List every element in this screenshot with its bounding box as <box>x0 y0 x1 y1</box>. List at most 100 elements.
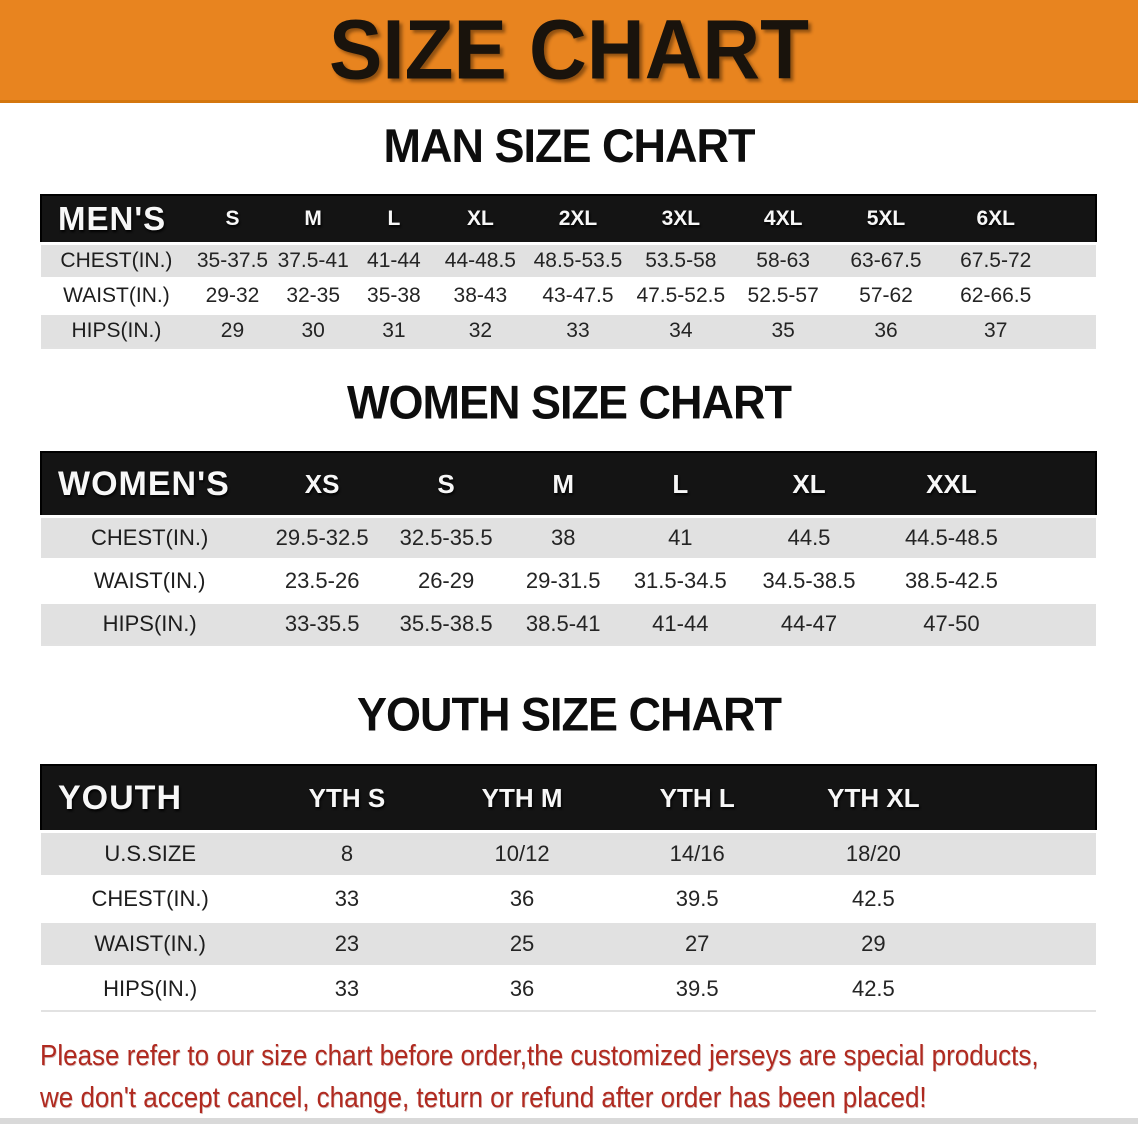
size-section-men-s: MAN SIZE CHART MEN'S S M L XL 2XL 3XL 4XL 5XL 6XL C… <box>0 120 1138 349</box>
row-label-cell: CHEST(IN.) <box>41 876 260 922</box>
bottom-strip <box>0 1118 1138 1124</box>
value-cell: 36 <box>434 876 610 922</box>
value-cell: 25 <box>434 921 610 967</box>
measurement-row-u-s-size: U.S.SIZE 8 10/12 14/16 18/20 <box>41 831 1096 877</box>
size-column-header-l: L <box>620 451 741 518</box>
size-column-header-3xl: 3XL <box>629 194 732 245</box>
spacer-cell <box>961 831 1096 877</box>
notice-line-1: Please refer to our size chart before or… <box>40 1038 1039 1072</box>
value-cell: 47-50 <box>877 602 1026 645</box>
row-label-cell: WAIST(IN.) <box>41 921 260 967</box>
value-cell: 37 <box>937 313 1054 348</box>
size-header-row: MEN'S S M L XL 2XL 3XL 4XL 5XL 6XL <box>40 194 1098 245</box>
row-label-cell: WAIST(IN.) <box>41 278 192 314</box>
spacer-cell <box>1053 278 1096 314</box>
row-label-cell: U.S.SIZE <box>41 831 260 877</box>
value-cell: 52.5-57 <box>731 278 835 314</box>
measurement-row-hips-in: HIPS(IN.) 33-35.5 35.5-38.5 38.5-41 41-44 44-… <box>41 602 1096 645</box>
value-cell: 36 <box>834 313 938 348</box>
value-cell: 47.5-52.5 <box>629 278 732 314</box>
order-notice: Please refer to our size chart before or… <box>40 1034 1138 1118</box>
size-column-header-m: M <box>273 194 354 245</box>
size-column-header-6xl: 6XL <box>937 194 1054 245</box>
row-label-cell: HIPS(IN.) <box>41 313 192 348</box>
spacer-cell <box>961 764 1098 833</box>
value-cell: 27 <box>609 921 785 967</box>
value-cell: 44.5-48.5 <box>877 516 1026 560</box>
size-column-header-s: S <box>191 194 274 245</box>
measurement-row-chest-in: CHEST(IN.) 33 36 39.5 42.5 <box>41 876 1096 922</box>
row-label-cell: HIPS(IN.) <box>41 966 260 1011</box>
size-column-header-4xl: 4XL <box>731 194 835 245</box>
value-cell: 48.5-53.5 <box>526 243 630 279</box>
value-cell: 35 <box>731 313 835 348</box>
value-cell: 32.5-35.5 <box>385 516 507 560</box>
value-cell: 8 <box>259 831 435 877</box>
value-cell: 44.5 <box>740 516 878 560</box>
section-title: YOUTH SIZE CHART <box>356 687 782 742</box>
size-column-header-yth-l: YTH L <box>609 764 785 833</box>
spacer-cell <box>1025 451 1097 518</box>
value-cell: 67.5-72 <box>937 243 1054 279</box>
size-header-row: YOUTH YTH S YTH M YTH L YTH XL <box>39 764 1098 833</box>
value-cell: 44-47 <box>740 602 878 645</box>
row-label-cell: HIPS(IN.) <box>41 602 259 645</box>
value-cell: 58-63 <box>731 243 835 279</box>
size-header-row: WOMEN'S XS S M L XL XXL <box>39 451 1097 518</box>
value-cell: 31.5-34.5 <box>620 559 741 603</box>
spacer-cell <box>961 921 1096 967</box>
notice-line-2: we don't accept cancel, change, teturn o… <box>40 1080 927 1114</box>
value-cell: 23.5-26 <box>258 559 386 603</box>
measurement-row-hips-in: HIPS(IN.) 29 30 31 32 33 34 35 36 37 <box>41 313 1096 348</box>
size-section-women-s: WOMEN SIZE CHART WOMEN'S XS S M L XL XXL CHEST(I… <box>0 375 1138 646</box>
value-cell: 32-35 <box>273 278 354 314</box>
value-cell: 38.5-42.5 <box>877 559 1026 603</box>
size-column-header-l: L <box>353 194 435 245</box>
value-cell: 42.5 <box>784 876 962 922</box>
row-label-cell: WAIST(IN.) <box>41 559 259 603</box>
spacer-cell <box>1025 602 1096 645</box>
measurement-row-waist-in: WAIST(IN.) 29-32 32-35 35-38 38-43 43-47.5 47.… <box>41 278 1096 314</box>
group-label-cell: MEN'S <box>40 194 192 245</box>
group-label-cell: WOMEN'S <box>39 451 259 518</box>
value-cell: 36 <box>434 966 610 1011</box>
spacer-cell <box>1025 516 1096 560</box>
value-cell: 29-32 <box>191 278 274 314</box>
measurement-row-waist-in: WAIST(IN.) 23.5-26 26-29 29-31.5 31.5-34.5 34… <box>41 559 1096 603</box>
spacer-cell <box>1053 243 1096 279</box>
value-cell: 33 <box>259 876 435 922</box>
section-title: WOMEN SIZE CHART <box>347 375 792 430</box>
value-cell: 63-67.5 <box>834 243 938 279</box>
value-cell: 44-48.5 <box>434 243 527 279</box>
value-cell: 33 <box>526 313 630 348</box>
size-table-youth: YOUTH YTH S YTH M YTH L YTH XL U.S.SIZE 8 10/12… <box>39 764 1098 1012</box>
value-cell: 38.5-41 <box>506 602 621 645</box>
size-section-youth: YOUTH SIZE CHART YOUTH YTH S YTH M YTH L YTH … <box>0 687 1138 1012</box>
value-cell: 29-31.5 <box>506 559 621 603</box>
value-cell: 18/20 <box>784 831 962 877</box>
size-column-header-xs: XS <box>258 451 386 518</box>
value-cell: 33-35.5 <box>258 602 386 645</box>
row-label-cell: CHEST(IN.) <box>41 243 192 279</box>
size-table-men-s: MEN'S S M L XL 2XL 3XL 4XL 5XL 6XL CHEST(IN.) 35-37… <box>40 194 1098 349</box>
value-cell: 35.5-38.5 <box>385 602 507 645</box>
value-cell: 41-44 <box>353 243 435 279</box>
size-column-header-yth-xl: YTH XL <box>784 764 962 833</box>
measurement-row-waist-in: WAIST(IN.) 23 25 27 29 <box>41 921 1096 967</box>
size-column-header-xl: XL <box>434 194 527 245</box>
value-cell: 42.5 <box>784 966 962 1011</box>
value-cell: 43-47.5 <box>526 278 630 314</box>
value-cell: 26-29 <box>385 559 507 603</box>
value-cell: 29.5-32.5 <box>258 516 386 560</box>
spacer-cell <box>1053 313 1096 348</box>
value-cell: 57-62 <box>834 278 938 314</box>
size-column-header-s: S <box>385 451 507 518</box>
group-label-cell: YOUTH <box>39 764 260 833</box>
banner-title: SIZE CHART <box>329 2 809 97</box>
measurement-row-chest-in: CHEST(IN.) 35-37.5 37.5-41 41-44 44-48.5 48.5… <box>41 243 1096 279</box>
value-cell: 41 <box>620 516 741 560</box>
value-cell: 37.5-41 <box>273 243 354 279</box>
value-cell: 29 <box>784 921 962 967</box>
value-cell: 53.5-58 <box>629 243 732 279</box>
